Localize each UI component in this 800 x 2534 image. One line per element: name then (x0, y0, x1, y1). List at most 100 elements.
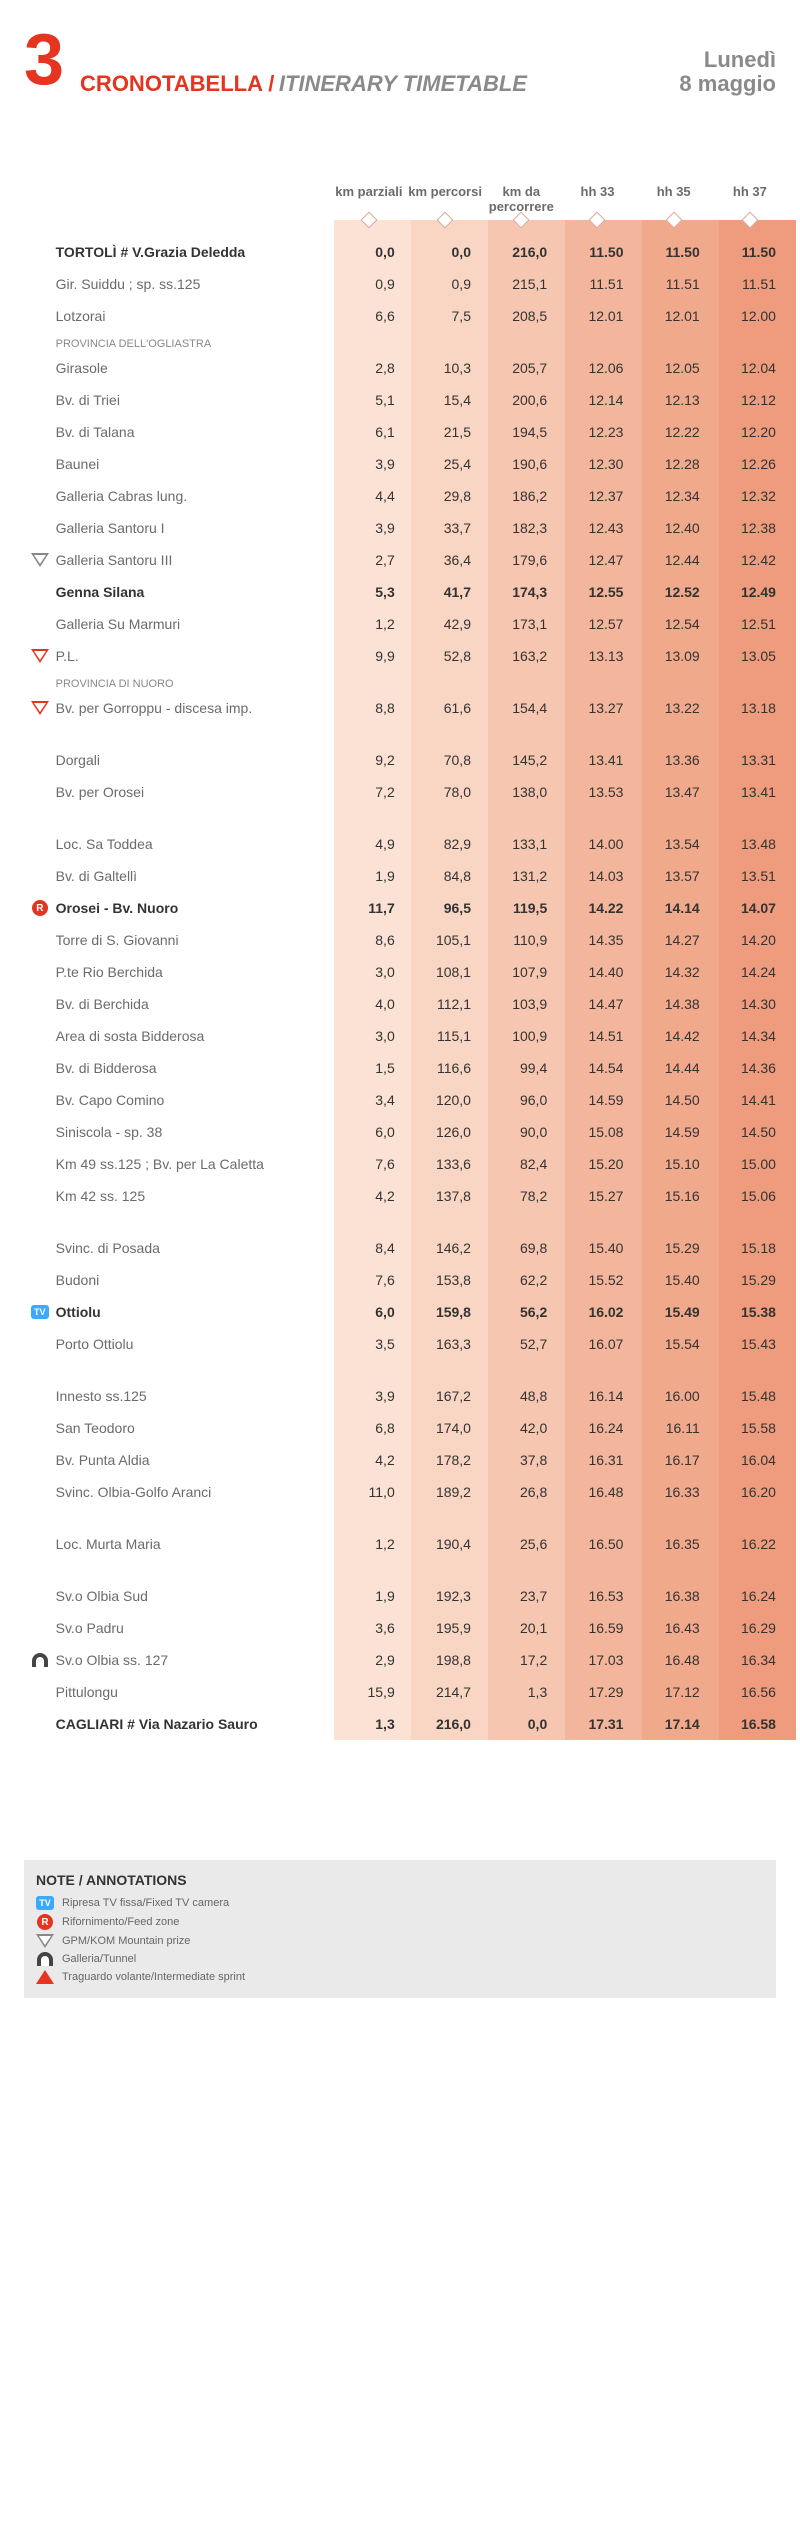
cell: 182,3 (483, 520, 559, 536)
cell: 41,7 (407, 584, 483, 600)
cell: 16.43 (635, 1620, 711, 1636)
row-label: Bv. di Berchida (56, 996, 331, 1012)
cell: 16.29 (712, 1620, 788, 1636)
table-row (24, 1360, 788, 1380)
cell: 13.31 (712, 752, 788, 768)
cell: 14.20 (712, 932, 788, 948)
table-row: Galleria Su Marmuri1,242,9173,112.5712.5… (24, 608, 788, 640)
row-label: Bv. Punta Aldia (56, 1452, 331, 1468)
cell: 12.49 (712, 584, 788, 600)
cell: 14.50 (712, 1124, 788, 1140)
table-row: Km 42 ss. 1254,2137,878,215.2715.1615.06 (24, 1180, 788, 1212)
cell: 17.31 (559, 1716, 635, 1732)
table-row: Gir. Suiddu ; sp. ss.1250,90,9215,111.51… (24, 268, 788, 300)
cell: 8,6 (330, 932, 406, 948)
table-row: Lotzorai6,67,5208,512.0112.0112.00 (24, 300, 788, 332)
cell: 16.07 (559, 1336, 635, 1352)
cell: 12.42 (712, 552, 788, 568)
cell: 15.40 (635, 1272, 711, 1288)
row-label: Km 49 ss.125 ; Bv. per La Caletta (56, 1156, 331, 1172)
cell: 14.59 (559, 1092, 635, 1108)
cell: 16.04 (712, 1452, 788, 1468)
table-row (24, 724, 788, 744)
cell: 16.24 (712, 1588, 788, 1604)
row-label: Baunei (56, 456, 331, 472)
cell: 198,8 (407, 1652, 483, 1668)
cell: 61,6 (407, 700, 483, 716)
cell: 16.31 (559, 1452, 635, 1468)
cell: 137,8 (407, 1188, 483, 1204)
cell: 42,9 (407, 616, 483, 632)
cell: 12.22 (635, 424, 711, 440)
cell: 33,7 (407, 520, 483, 536)
cell: 13.36 (635, 752, 711, 768)
cell: 29,8 (407, 488, 483, 504)
table-row: CAGLIARI # Via Nazario Sauro1,3216,00,01… (24, 1708, 788, 1740)
cell: 4,9 (330, 836, 406, 852)
cell: 12.01 (559, 308, 635, 324)
tri-red-icon (31, 649, 49, 663)
cell: 190,6 (483, 456, 559, 472)
table-row: Bv. di Galtellì1,984,8131,214.0313.5713.… (24, 860, 788, 892)
cell: 6,6 (330, 308, 406, 324)
cell: 14.40 (559, 964, 635, 980)
row-label: Innesto ss.125 (56, 1388, 331, 1404)
row-label: Km 42 ss. 125 (56, 1188, 331, 1204)
table-row: Galleria Cabras lung.4,429,8186,212.3712… (24, 480, 788, 512)
cell: 16.50 (559, 1536, 635, 1552)
cell: 16.20 (712, 1484, 788, 1500)
table-row: Budoni7,6153,862,215.5215.4015.29 (24, 1264, 788, 1296)
cell: 78,2 (483, 1188, 559, 1204)
table-row (24, 1212, 788, 1232)
cell: 1,9 (330, 1588, 406, 1604)
cell: 12.14 (559, 392, 635, 408)
cell: 16.34 (712, 1652, 788, 1668)
cell: 15.10 (635, 1156, 711, 1172)
cell: 2,8 (330, 360, 406, 376)
row-label: Bv. Capo Comino (56, 1092, 331, 1108)
table-row: Bv. per Gorroppu - discesa imp.8,861,615… (24, 692, 788, 724)
row-label: Bv. di Bidderosa (56, 1060, 331, 1076)
cell: 15.06 (712, 1188, 788, 1204)
cell: 12.12 (712, 392, 788, 408)
legend-text: Rifornimento/Feed zone (62, 1916, 179, 1928)
cell: 15.18 (712, 1240, 788, 1256)
cell: 9,9 (330, 648, 406, 664)
legend-text: Traguardo volante/Intermediate sprint (62, 1971, 245, 1983)
cell: 13.48 (712, 836, 788, 852)
row-label: Svinc. di Posada (56, 1240, 331, 1256)
cell: 146,2 (407, 1240, 483, 1256)
cell: 15.58 (712, 1420, 788, 1436)
cell: 138,0 (483, 784, 559, 800)
cell: 174,3 (483, 584, 559, 600)
cell: 16.02 (559, 1304, 635, 1320)
cell: 0,0 (330, 244, 406, 260)
cell: 14.27 (635, 932, 711, 948)
cell: 14.00 (559, 836, 635, 852)
cell: 37,8 (483, 1452, 559, 1468)
cell: 15.08 (559, 1124, 635, 1140)
cell: 14.54 (559, 1060, 635, 1076)
cell: 12.47 (559, 552, 635, 568)
cell: 13.41 (559, 752, 635, 768)
row-label: Bv. di Galtellì (56, 868, 331, 884)
row-label: Area di sosta Bidderosa (56, 1028, 331, 1044)
cell: 12.40 (635, 520, 711, 536)
row-label: Bv. di Talana (56, 424, 331, 440)
cell: 1,9 (330, 868, 406, 884)
cell: 3,5 (330, 1336, 406, 1352)
cell: 0,0 (407, 244, 483, 260)
cell: 78,0 (407, 784, 483, 800)
cell: 108,1 (407, 964, 483, 980)
warn-icon (36, 1970, 54, 1984)
table-row: Sv.o Olbia ss. 1272,9198,817,217.0316.48… (24, 1644, 788, 1676)
cell: 16.53 (559, 1588, 635, 1604)
table-row: Bv. di Talana6,121,5194,512.2312.2212.20 (24, 416, 788, 448)
cell: 190,4 (407, 1536, 483, 1552)
cell: 14.44 (635, 1060, 711, 1076)
row-label: Bv. per Gorroppu - discesa imp. (56, 700, 331, 716)
row-label: Galleria Cabras lung. (56, 488, 331, 504)
tri-icon (36, 1934, 54, 1948)
cell: 15.20 (559, 1156, 635, 1172)
cell: 116,6 (407, 1060, 483, 1076)
